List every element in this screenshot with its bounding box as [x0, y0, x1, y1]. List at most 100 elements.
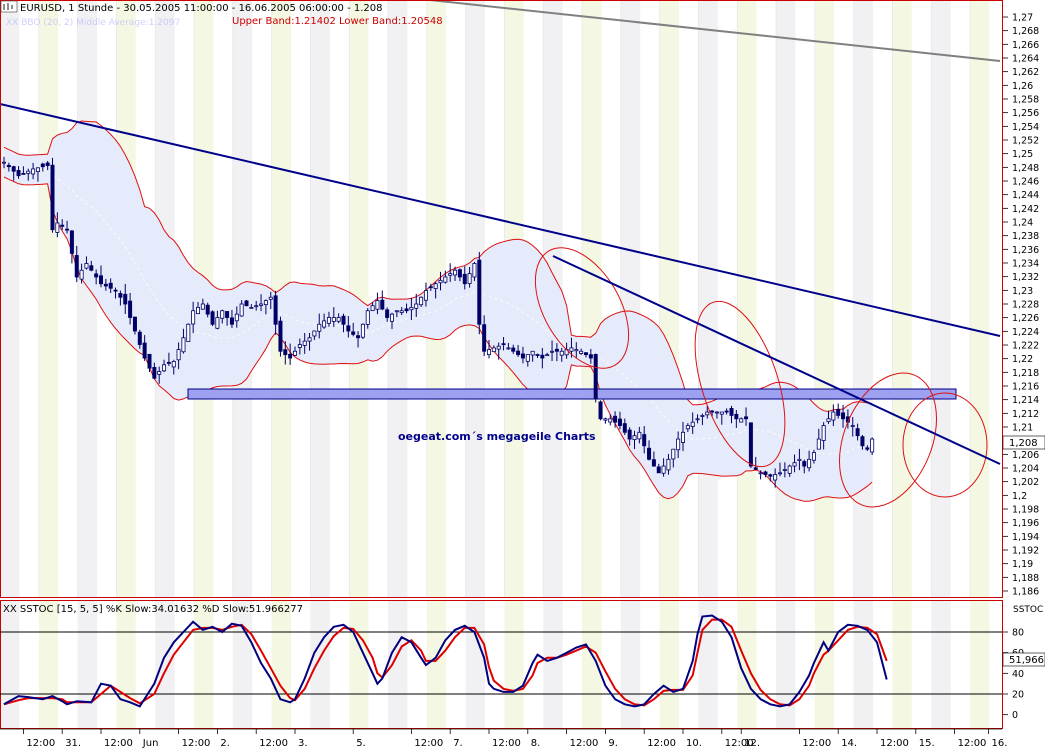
price-tick-label: 1,198	[1012, 505, 1039, 516]
candle-body	[705, 411, 710, 416]
time-axis: 12:00 31. 12:00 Jun 12:00 2. 12:00 3. 5. 12:00 7. 1…	[0, 728, 1007, 749]
stripe	[620, 1, 641, 597]
ellipse-annotation-2[interactable]	[677, 290, 802, 477]
candle-body	[244, 300, 249, 307]
stripe	[38, 1, 59, 597]
candle-body	[147, 353, 152, 369]
sub-stripe	[465, 601, 485, 728]
time-tick-label: 12:00	[802, 738, 831, 749]
price-tick-label: 1,224	[1012, 327, 1039, 338]
sub-stripe	[116, 601, 136, 728]
price-tick-label: 1,196	[1012, 518, 1039, 529]
candle-body	[79, 269, 84, 280]
price-tick-label: 1,202	[1012, 477, 1039, 488]
candle-body	[588, 354, 593, 359]
candle-body	[554, 348, 559, 352]
ellipse-annotation-4[interactable]	[902, 392, 988, 498]
trendline-short-down[interactable]	[552, 255, 1001, 465]
stoch-tick-label: 40	[1012, 669, 1024, 680]
candle-body	[322, 320, 327, 328]
candle-body	[69, 230, 74, 254]
time-tick-label: 12:00	[647, 738, 676, 749]
candle-body	[419, 296, 424, 306]
price-tick-label: 1,254	[1012, 122, 1039, 133]
sub-stripe	[814, 601, 835, 728]
candle-body	[617, 418, 622, 426]
candle-body	[346, 325, 351, 332]
candle-body	[462, 273, 467, 285]
stripe	[892, 1, 912, 597]
candle-body	[608, 418, 613, 423]
candle-body	[65, 228, 70, 231]
candle-body	[763, 471, 768, 475]
candle-body	[632, 435, 637, 441]
candle-body	[404, 308, 409, 312]
price-axis: 1,27 1,268 1,266 1,264 1,262 1,26 1,258 1,256 1,…	[1003, 13, 1039, 598]
time-tick-label: 12:00	[570, 738, 599, 749]
candle-body	[268, 296, 273, 300]
candle-body	[225, 311, 230, 318]
candle-body	[21, 173, 26, 175]
support-zone[interactable]	[187, 388, 957, 400]
candle-body	[336, 317, 341, 322]
candle-body	[453, 269, 458, 276]
candle-body	[550, 350, 555, 353]
price-tick-label: 1,186	[1012, 587, 1039, 598]
price-tick-label: 1,188	[1012, 573, 1039, 584]
stoch-tick-label: 20	[1012, 690, 1024, 701]
sub-stripe	[232, 601, 253, 728]
candle-body	[195, 306, 200, 315]
ellipse-annotation-1[interactable]	[516, 232, 648, 384]
candle-body	[60, 224, 65, 227]
candle-body	[773, 474, 778, 481]
price-tick-label: 1,192	[1012, 546, 1039, 557]
time-tick-label: 9.	[608, 738, 618, 749]
candle-body	[16, 170, 21, 177]
trendline-upper-gray[interactable]	[429, 0, 1001, 62]
time-tick-label: 8.	[531, 738, 541, 749]
candle-body	[89, 265, 94, 271]
candle-body	[50, 164, 55, 231]
candle-body	[671, 448, 676, 460]
candle-body	[40, 163, 45, 168]
price-tick-label: 1,234	[1012, 259, 1039, 270]
candle-body	[84, 263, 89, 269]
candle-body	[132, 316, 137, 332]
candle-body	[797, 458, 802, 461]
candle-body	[288, 353, 293, 359]
candle-body	[157, 371, 162, 375]
price-tick-label: 1,262	[1012, 67, 1039, 78]
price-tick-label: 1,21	[1012, 423, 1033, 434]
candle-body	[695, 418, 700, 421]
candle-body	[176, 349, 181, 361]
stripe	[77, 1, 97, 597]
candle-body	[307, 337, 312, 342]
candle-body	[375, 300, 380, 310]
price-tick-label: 1,258	[1012, 95, 1039, 106]
stripe	[776, 1, 796, 597]
price-tick-label: 1,246	[1012, 177, 1039, 188]
ellipse-annotation-3[interactable]	[821, 359, 955, 522]
time-tick-label: 12:00	[182, 738, 211, 749]
watermark-text: oegeat.com´s megageile Charts	[398, 430, 596, 443]
candle-body	[385, 309, 390, 318]
candle-body	[855, 428, 860, 437]
candle-body	[365, 310, 370, 325]
candle-body	[191, 310, 196, 325]
price-tick-label: 1,238	[1012, 231, 1039, 242]
price-tick-label: 1,242	[1012, 204, 1039, 215]
candle-body	[627, 429, 632, 440]
sub-stripe	[271, 601, 291, 728]
candle-body	[297, 344, 302, 348]
candle-body	[642, 434, 647, 447]
stripe	[582, 1, 602, 597]
time-tick-label: 10.	[686, 738, 702, 749]
candle-body	[681, 431, 686, 443]
candle-body	[676, 438, 681, 451]
candle-body	[540, 354, 545, 359]
sub-stripe	[426, 601, 447, 728]
time-tick-label: 12.	[744, 738, 760, 749]
trendline-long-down[interactable]	[0, 103, 1001, 337]
candle-body	[811, 452, 816, 461]
stripe	[659, 1, 679, 597]
